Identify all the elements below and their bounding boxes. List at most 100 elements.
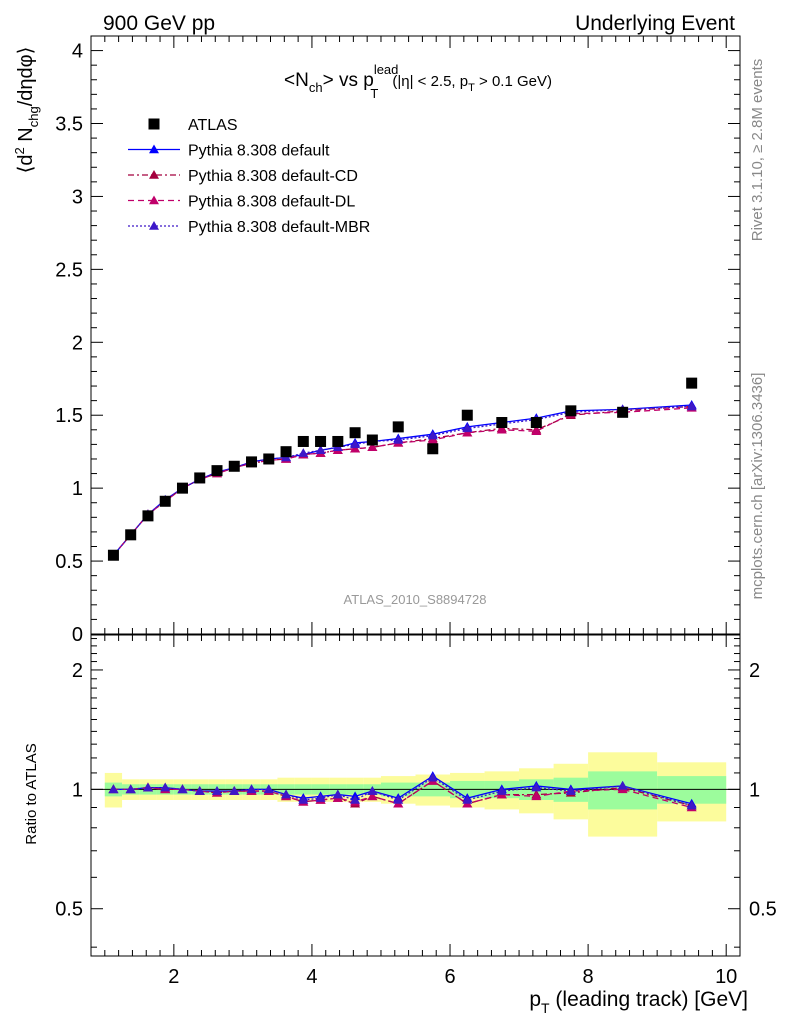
ratio-marker-4 xyxy=(496,786,507,795)
ratio-marker-4 xyxy=(367,786,378,795)
atlas-data-point xyxy=(686,377,698,389)
ratio-y-tick-label: 1 xyxy=(72,779,83,801)
ratio-y-tick-label-right: 1 xyxy=(749,779,760,801)
atlas-data-point xyxy=(107,549,119,561)
series-marker-3 xyxy=(531,426,542,436)
ratio-marker-4 xyxy=(462,795,473,804)
x-tick-label: 4 xyxy=(306,966,317,988)
ratio-marker-3 xyxy=(367,791,378,801)
legend-label: Pythia 8.308 default-DL xyxy=(188,194,355,211)
x-tick-label: 8 xyxy=(583,966,594,988)
ratio-marker-4 xyxy=(108,784,119,794)
atlas-data-point xyxy=(297,435,309,447)
atlas-data-point xyxy=(461,409,473,421)
ratio-y-axis-label: Ratio to ATLAS xyxy=(23,743,40,844)
legend-marker-3 xyxy=(149,195,159,205)
ratio-marker-4 xyxy=(142,782,153,792)
ratio-marker-4 xyxy=(393,795,404,804)
atlas-data-point xyxy=(496,417,508,429)
main-y-tick-label: 3 xyxy=(72,186,83,208)
ratio-marker-4 xyxy=(160,782,171,792)
mcplots-reference-text: mcplots.cern.ch [arXiv:1306.3436] xyxy=(749,373,766,600)
main-y-tick-label: 1 xyxy=(72,478,83,500)
atlas-data-point xyxy=(617,406,629,418)
main-y-tick-label: 2 xyxy=(72,332,83,354)
atlas-data-point xyxy=(332,435,344,447)
main-y-tick-label: 2.5 xyxy=(55,259,83,281)
ratio-marker-4 xyxy=(246,784,257,794)
ratio-marker-4 xyxy=(617,780,628,790)
main-y-tick-label: 0.5 xyxy=(55,551,83,573)
atlas-data-point xyxy=(349,427,361,439)
atlas-data-point xyxy=(159,495,171,507)
ratio-plot-frame xyxy=(90,634,741,957)
atlas-data-point xyxy=(315,435,327,447)
ratio-marker-4 xyxy=(177,784,188,794)
series-marker-3 xyxy=(427,435,438,444)
ratio-line-3 xyxy=(113,780,692,809)
legend-marker-2 xyxy=(149,170,159,179)
header-left-text: 900 GeV pp xyxy=(103,12,215,35)
series-marker-4 xyxy=(298,448,309,457)
ratio-marker-4 xyxy=(263,784,274,794)
rivet-version-text: Rivet 3.1.10, ≥ 2.8M events xyxy=(749,59,766,242)
series-marker-3 xyxy=(350,443,361,453)
main-y-tick-label: 0 xyxy=(72,624,83,646)
series-marker-3 xyxy=(462,427,473,437)
ratio-marker-4 xyxy=(565,786,576,795)
analysis-watermark: ATLAS_2010_S8894728 xyxy=(344,592,487,607)
atlas-data-point xyxy=(366,434,378,446)
x-axis-label: pT (leading track) [GeV] xyxy=(529,988,748,1016)
ratio-marker-4 xyxy=(531,782,542,792)
legend-label: Pythia 8.308 default-MBR xyxy=(188,219,370,236)
main-y-tick-label: 3.5 xyxy=(55,114,83,136)
main-plot-frame xyxy=(90,35,741,635)
x-tick-label: 2 xyxy=(168,966,179,988)
atlas-data-point xyxy=(280,446,292,458)
ratio-y-tick-label-right: 0.5 xyxy=(749,899,777,921)
x-tick-label: 6 xyxy=(444,966,455,988)
plot-title: <Nch> vs plead T(|η| < 2.5, pT > 0.1 GeV) xyxy=(284,62,552,101)
ratio-line-4 xyxy=(113,776,692,807)
series-marker-4 xyxy=(315,445,326,454)
atlas-data-point xyxy=(194,472,206,484)
legend-label: Pythia 8.308 default xyxy=(188,143,330,160)
main-y-tick-label: 4 xyxy=(72,41,83,63)
atlas-data-point xyxy=(392,421,404,433)
atlas-data-point xyxy=(427,443,439,455)
series-marker-4 xyxy=(393,435,404,444)
ratio-y-tick-label: 2 xyxy=(72,660,83,682)
main-y-tick-label: 1.5 xyxy=(55,405,83,427)
series-marker-4 xyxy=(686,401,697,411)
atlas-data-point xyxy=(142,510,154,522)
legend-marker-atlas xyxy=(148,118,160,130)
ratio-marker-4 xyxy=(315,793,326,802)
legend-label: Pythia 8.308 default-CD xyxy=(188,168,358,185)
atlas-data-point xyxy=(530,417,542,429)
x-tick-label: 10 xyxy=(715,966,737,988)
ratio-marker-4 xyxy=(194,786,205,795)
legend-marker-1 xyxy=(149,144,159,154)
ratio-y-tick-label-right: 2 xyxy=(749,660,760,682)
series-marker-3 xyxy=(496,424,507,434)
ratio-marker-3 xyxy=(531,791,542,801)
header-right-text: Underlying Event xyxy=(575,12,735,35)
series-marker-3 xyxy=(367,442,378,452)
ratio-marker-4 xyxy=(298,795,309,804)
ratio-marker-4 xyxy=(350,795,361,804)
atlas-data-point xyxy=(228,460,240,472)
ratio-marker-4 xyxy=(212,786,223,795)
series-marker-4 xyxy=(462,423,473,433)
ratio-marker-4 xyxy=(125,784,136,794)
ratio-marker-4 xyxy=(332,789,343,799)
legend-marker-4 xyxy=(149,221,159,230)
series-marker-4 xyxy=(350,439,361,449)
atlas-data-point xyxy=(211,465,223,477)
atlas-data-point xyxy=(565,405,577,417)
series-marker-4 xyxy=(427,430,438,440)
main-y-axis-label: ⟨d2 Nchg/dηdφ⟩ xyxy=(12,47,41,174)
ratio-marker-4 xyxy=(281,789,292,799)
atlas-data-point xyxy=(263,453,275,465)
atlas-data-point xyxy=(246,456,258,468)
